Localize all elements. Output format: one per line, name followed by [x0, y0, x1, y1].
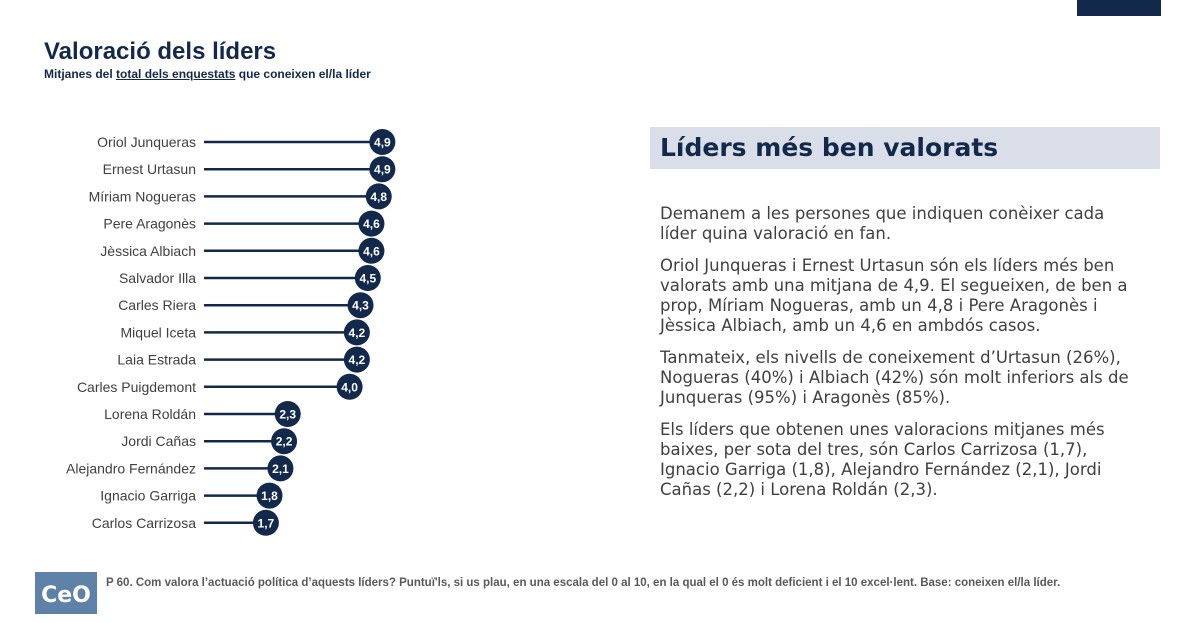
category-label: Pere Aragonès — [103, 216, 196, 232]
ceo-logo: CeO — [35, 572, 97, 614]
value-label: 4,9 — [374, 136, 391, 150]
panel-paragraph: Els líders que obtenen unes valoracions … — [660, 420, 1105, 499]
panel-paragraph: Oriol Junqueras i Ernest Urtasun són els… — [660, 256, 1128, 335]
panel-text: Demanem a les persones que indiquen conè… — [660, 204, 1140, 512]
category-label: Ignacio Garriga — [100, 488, 196, 504]
category-label: Míriam Nogueras — [89, 188, 196, 204]
leader-rating-chart: Oriol Junqueras 4,9 Ernest Urtasun 4,9 Míria… — [66, 129, 396, 536]
value-marker — [369, 156, 396, 183]
value-marker — [347, 292, 374, 319]
value-marker — [358, 237, 385, 264]
category-label: Jordi Cañas — [121, 433, 196, 449]
value-label: 4,3 — [352, 299, 369, 313]
subtitle-text-after: que coneixen el/la líder — [235, 67, 371, 81]
page-title: Valoració dels líders — [44, 38, 277, 65]
value-marker — [365, 183, 392, 210]
value-marker — [267, 455, 294, 482]
logo-text: CeO — [41, 583, 91, 608]
value-label: 4,6 — [363, 244, 380, 258]
value-marker — [369, 129, 396, 155]
value-marker — [336, 373, 363, 400]
category-label: Alejandro Fernández — [66, 460, 196, 476]
value-label: 4,8 — [370, 190, 387, 204]
page-subtitle: Mitjanes del total dels enquestats que c… — [44, 67, 371, 81]
value-marker — [274, 401, 301, 427]
category-label: Jèssica Albiach — [100, 243, 196, 259]
category-label: Laia Estrada — [117, 352, 196, 368]
category-label: Carles Puigdemont — [77, 379, 196, 395]
value-marker — [252, 509, 279, 536]
value-label: 4,5 — [359, 272, 376, 286]
value-marker — [354, 265, 381, 291]
category-label: Carles Riera — [118, 297, 196, 313]
top-accent-tab — [1077, 0, 1161, 16]
value-label: 2,3 — [279, 408, 296, 422]
subtitle-text-before: Mitjanes del — [44, 67, 117, 81]
category-label: Salvador Illa — [119, 270, 196, 286]
category-label: Oriol Junqueras — [97, 134, 196, 150]
panel-heading: Líders més ben valorats — [650, 127, 1160, 169]
value-label: 2,1 — [272, 462, 289, 476]
subtitle-text-underlined: total dels enquestats — [116, 67, 236, 81]
value-label: 4,9 — [374, 163, 391, 177]
value-marker — [358, 210, 385, 237]
footnote: P 60. Com valora l’actuació política d’a… — [106, 577, 1061, 589]
category-label: Ernest Urtasun — [103, 161, 196, 177]
value-label: 4,6 — [363, 217, 380, 231]
value-marker — [271, 428, 298, 455]
value-label: 1,7 — [258, 516, 275, 530]
value-marker — [256, 482, 283, 509]
value-label: 4,2 — [349, 353, 366, 367]
category-label: Miquel Iceta — [121, 324, 197, 340]
category-label: Carlos Carrizosa — [92, 515, 196, 531]
value-label: 4,0 — [341, 380, 358, 394]
value-marker — [343, 346, 370, 373]
value-label: 4,2 — [349, 326, 366, 340]
panel-paragraph: Tanmateix, els nivells de coneixement d’… — [660, 348, 1129, 407]
value-label: 1,8 — [261, 489, 278, 503]
value-marker — [343, 319, 370, 346]
panel-paragraph: Demanem a les persones que indiquen conè… — [660, 204, 1105, 243]
value-label: 2,2 — [276, 435, 293, 449]
category-label: Lorena Roldán — [104, 406, 196, 422]
